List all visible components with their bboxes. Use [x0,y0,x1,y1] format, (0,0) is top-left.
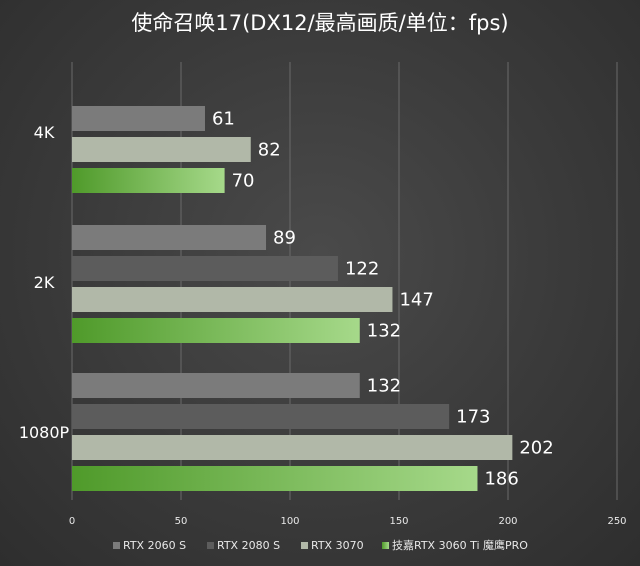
bar [72,404,450,429]
x-tick-label: 50 [175,516,188,527]
category-label: 2K [34,273,55,292]
bar [72,435,513,460]
bar-value-label: 132 [367,321,401,342]
bar-value-label: 70 [232,171,255,192]
x-axis-ticks: 0 50 100 150 200 250 [69,516,627,527]
bar-value-label: 82 [258,140,281,161]
x-tick-label: 0 [69,516,75,527]
legend-label: RTX 2060 S [123,539,186,552]
bar-value-label: 132 [367,376,401,397]
chart-title: 使命召唤17(DX12/最高画质/单位：fps) [131,11,508,35]
legend-swatch [301,542,308,549]
bar [72,318,360,343]
bar-value-label: 186 [484,469,518,490]
bar [72,256,338,281]
bar [72,225,267,250]
x-tick-label: 250 [607,516,626,527]
legend-swatch [382,542,389,549]
legend-swatch [113,542,120,549]
bar-value-label: 89 [273,228,296,249]
bar [72,137,251,162]
bar [72,287,393,312]
bar-value-label: 122 [345,259,379,280]
bar [72,106,205,131]
bar [72,168,225,193]
legend-label: RTX 3070 [311,539,364,552]
category-label: 1080P [19,423,70,442]
x-tick-label: 100 [280,516,299,527]
bar [72,466,478,491]
category-labels: 4K 2K 1080P [19,123,70,442]
legend: RTX 2060 S RTX 2080 S RTX 3070 技嘉RTX 3060 T… [113,538,528,552]
legend-swatch [207,542,214,549]
bar [72,373,360,398]
bar-value-label: 147 [399,290,433,311]
bar-value-label: 173 [456,407,490,428]
legend-label: RTX 2080 S [217,539,280,552]
x-tick-label: 200 [498,516,517,527]
legend-label: 技嘉RTX 3060 Ti 魔鹰PRO [392,538,528,552]
bar-value-label: 61 [212,109,235,130]
category-label: 4K [34,123,55,142]
x-tick-label: 150 [389,516,408,527]
bar-value-label: 202 [519,438,553,459]
